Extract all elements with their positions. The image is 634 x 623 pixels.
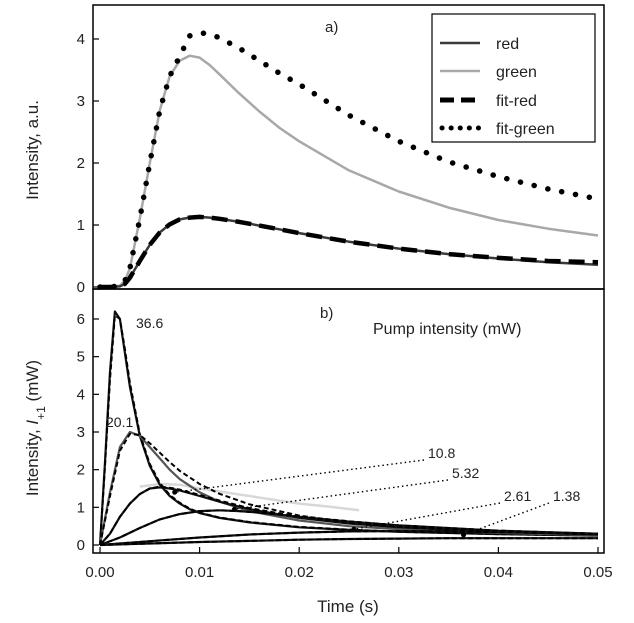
panel-b: 0 1 2 3 4 5 6 0.00 0.01 0.02 0.03 0.04 0.05 36.6 20.… <box>23 288 613 616</box>
b-series-36.6-fit <box>99 313 599 546</box>
b-pointer-dot-10.8 <box>172 489 178 495</box>
a-ytick-label-0: 0 <box>77 279 85 296</box>
panel-b-x-ticks: 0.00 0.01 0.02 0.03 0.04 0.05 <box>85 547 613 581</box>
b-xtick-label-4: 0.04 <box>484 564 513 581</box>
b-series-10.8-fit <box>99 485 599 546</box>
b-series-label-20.1: 20.1 <box>106 414 133 430</box>
b-series-label-36.6: 36.6 <box>136 315 163 331</box>
b-series-label-1.38: 1.38 <box>553 488 580 504</box>
panel-a-series <box>97 30 601 290</box>
legend-box <box>431 13 596 143</box>
b-xtick-label-2: 0.02 <box>285 564 314 581</box>
panel-b-y-ticks: 0 1 2 3 4 5 6 <box>77 311 99 554</box>
y-label-suffix: (mW) <box>23 360 42 406</box>
b-ytick-label-1: 1 <box>77 499 85 516</box>
b-series-20.1-fit <box>99 432 599 546</box>
a-series-green <box>100 54 599 289</box>
b-series-label-5.32: 5.32 <box>452 465 479 481</box>
panel-a-y-ticks: 0 1 2 3 4 <box>77 31 99 296</box>
panel-b-series-labels: 36.6 20.1 10.8 5.32 2.61 1.38 <box>106 315 580 504</box>
b-series-label-10.8: 10.8 <box>428 445 455 461</box>
b-pointer-2.61 <box>353 502 501 530</box>
panel-b-frame <box>92 288 605 554</box>
b-pointer-10.8 <box>174 459 425 493</box>
b-xtick-label-3: 0.03 <box>384 564 413 581</box>
b-pointer-1.38 <box>463 502 550 536</box>
a-series-fit-green <box>97 30 601 290</box>
b-pointer-5.32 <box>234 479 449 510</box>
a-ytick-label-3: 3 <box>77 93 85 110</box>
panel-a: 0 1 2 3 4 a) Intensity, a.u. red green fit-r… <box>23 4 605 296</box>
light-trace-green <box>139 482 360 512</box>
a-ytick-label-1: 1 <box>77 217 85 234</box>
legend-label-fit-red: fit-red <box>496 93 537 110</box>
b-xtick-label-0: 0.00 <box>85 564 114 581</box>
panel-a-y-axis-label: Intensity, a.u. <box>23 100 42 200</box>
b-ytick-label-4: 4 <box>77 386 85 403</box>
panel-b-label-pointers <box>172 459 550 538</box>
b-xtick-label-5: 0.05 <box>583 564 612 581</box>
panel-b-light-traces <box>139 482 360 512</box>
b-xtick-label-1: 0.01 <box>185 564 214 581</box>
panel-b-label: b) <box>320 305 333 322</box>
b-series-20.1-data <box>98 430 599 546</box>
legend-label-green: green <box>496 64 537 81</box>
b-series-label-2.61: 2.61 <box>504 488 531 504</box>
legend-label-red: red <box>496 36 519 53</box>
legend-label-fit-green: fit-green <box>496 121 555 138</box>
b-series-1.38-fit <box>99 537 598 546</box>
b-ytick-label-3: 3 <box>77 424 85 441</box>
b-ytick-label-0: 0 <box>77 537 85 554</box>
b-ytick-label-2: 2 <box>77 462 85 479</box>
b-series-2.61-fit <box>99 530 599 546</box>
b-pointer-dot-1.38 <box>461 532 467 538</box>
y-label-subscript: +1 <box>34 406 48 420</box>
a-series-red <box>100 215 599 289</box>
a-series-fit-red <box>100 214 599 290</box>
panel-b-y-axis-label: Intensity, I+1 (mW) <box>23 360 48 496</box>
b-pointer-dot-2.61 <box>351 526 357 532</box>
b-series-5.32-fit <box>99 509 599 546</box>
y-label-prefix: Intensity, <box>23 425 42 497</box>
a-ytick-label-2: 2 <box>77 155 85 172</box>
a-ytick-label-4: 4 <box>77 31 85 48</box>
b-ytick-label-6: 6 <box>77 311 85 328</box>
pump-intensity-title: Pump intensity (mW) <box>373 321 521 338</box>
b-series-36.6-data <box>98 310 599 546</box>
panel-a-label: a) <box>325 19 338 36</box>
b-pointer-dot-5.32 <box>231 506 237 512</box>
legend: red green fit-red fit-green <box>431 13 596 143</box>
y-label-symbol: I <box>23 420 42 425</box>
x-axis-label: Time (s) <box>317 597 379 616</box>
panel-b-series <box>98 310 599 547</box>
b-ytick-label-5: 5 <box>77 349 85 366</box>
